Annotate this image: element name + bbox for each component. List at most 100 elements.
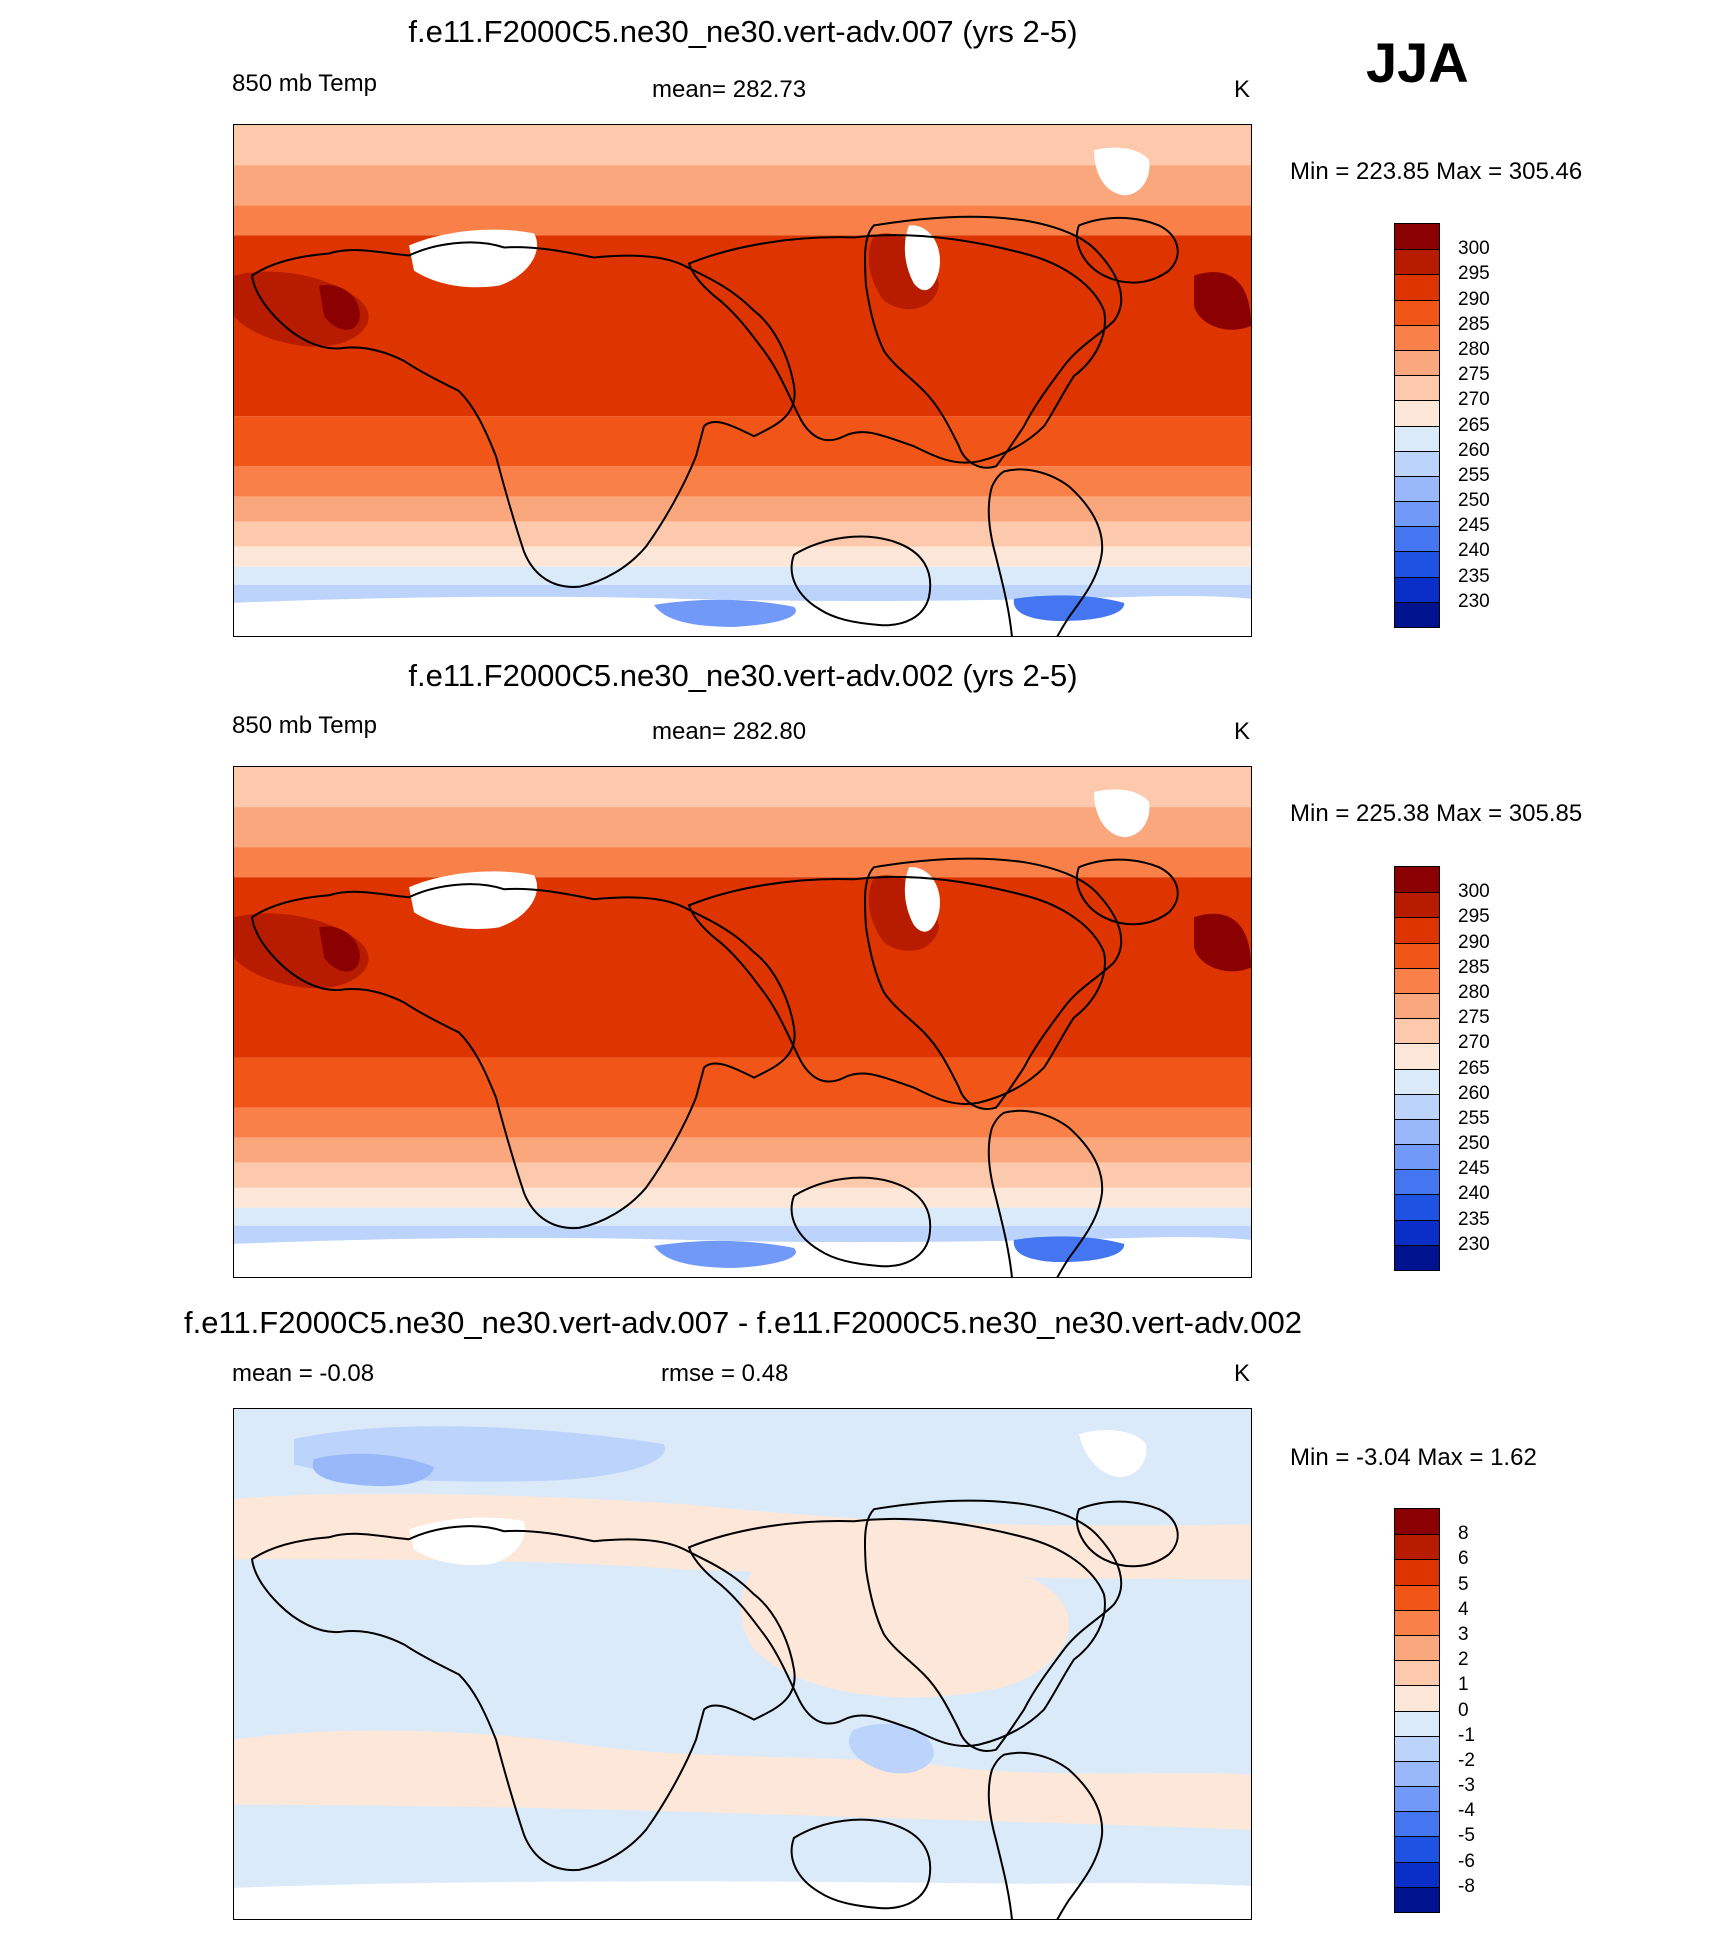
temp-band-south-high xyxy=(234,521,1251,547)
coastline xyxy=(1076,1500,1179,1568)
panel-1-minmax: Min = 223.85 Max = 305.46 xyxy=(1290,158,1583,185)
colorbar-swatch xyxy=(1395,1584,1439,1610)
colorbar-swatch xyxy=(1395,576,1439,602)
panel-1-units: K xyxy=(1234,76,1251,103)
colorbar-tick-label: 285 xyxy=(1458,956,1490,978)
colorbar-swatch xyxy=(1395,1043,1439,1069)
colorbar-swatch xyxy=(1395,1886,1439,1912)
temp-band-midlat xyxy=(234,205,1251,236)
colorbar-tick-label: 295 xyxy=(1458,263,1490,285)
colorbar-swatch xyxy=(1395,425,1439,451)
colorbar-swatch xyxy=(1395,1735,1439,1761)
colorbar-tick-label: 245 xyxy=(1458,1158,1490,1180)
colorbar-tick-label: 2 xyxy=(1458,1649,1469,1671)
panel-2-title: f.e11.F2000C5.ne30_ne30.vert-adv.002 (yr… xyxy=(408,658,1078,693)
colorbar-swatch xyxy=(1395,1093,1439,1119)
colorbar-tick-label: 240 xyxy=(1458,540,1490,562)
panel-1-mean-label: mean= 282.73 xyxy=(652,76,807,103)
panel-1-colorbar: 300 295 290 285 280 275 270 265 260 255 250 245 240 2… xyxy=(1394,223,1534,628)
temp-band-south-65 xyxy=(234,1187,1251,1208)
colorbar-swatch xyxy=(1395,249,1439,275)
colorbar-tick-label: 270 xyxy=(1458,389,1490,411)
coastline xyxy=(250,883,796,1230)
coastline xyxy=(687,234,1106,464)
colorbar-tick-label: 300 xyxy=(1458,238,1490,260)
temp-band-subpolar xyxy=(234,165,1251,206)
colorbar-swatch xyxy=(1395,224,1439,250)
temp-band-polar-north xyxy=(234,125,1251,166)
temp-band-south-mid2 xyxy=(234,1137,1251,1163)
colorbar-tick-label: 285 xyxy=(1458,313,1490,335)
colorbar-swatch xyxy=(1395,1811,1439,1837)
temp-band-south-65 xyxy=(234,546,1251,567)
colorbar-swatch xyxy=(1395,1786,1439,1812)
colorbar-tick-label: 250 xyxy=(1458,490,1490,512)
colorbar-tick-label: -3 xyxy=(1458,1775,1475,1797)
panel-2-mean-label: mean= 282.80 xyxy=(652,718,807,745)
coastline xyxy=(790,535,932,627)
missing-greenland xyxy=(1094,147,1150,196)
colorbar-tick-label: 245 xyxy=(1458,515,1490,537)
colorbar-box xyxy=(1394,223,1440,628)
coastline xyxy=(790,1176,932,1268)
map-svg xyxy=(234,125,1251,636)
coastline xyxy=(250,241,796,588)
temp-band-south-mid xyxy=(234,1107,1251,1138)
colorbar-box xyxy=(1394,1508,1440,1913)
coastline xyxy=(987,1751,1104,1919)
colorbar-tick-label: 230 xyxy=(1458,590,1490,612)
coastline xyxy=(987,468,1104,636)
colorbar-tick-label: 230 xyxy=(1458,1233,1490,1255)
colorbar-swatch xyxy=(1395,992,1439,1019)
missing-tibet xyxy=(409,229,538,288)
missing-antarctica-diff xyxy=(234,1881,1251,1919)
colorbar-swatch xyxy=(1395,501,1439,527)
colorbar-swatch xyxy=(1395,450,1439,476)
hot-patch-east-edge xyxy=(1194,272,1251,330)
panel-1-title: f.e11.F2000C5.ne30_ne30.vert-adv.007 (yr… xyxy=(408,14,1078,49)
cold-patch-antarctic-ice-2 xyxy=(1013,595,1125,622)
colorbar-swatch xyxy=(1395,1068,1439,1094)
panel-3-minmax: Min = -3.04 Max = 1.62 xyxy=(1290,1444,1537,1471)
coastline xyxy=(863,215,1123,469)
colorbar-tick-label: 255 xyxy=(1458,1107,1490,1129)
colorbar-tick-label: 265 xyxy=(1458,414,1490,436)
colorbar-tick-label: 3 xyxy=(1458,1623,1469,1645)
colorbar-swatch xyxy=(1395,942,1439,968)
colorbar-tick-label: 290 xyxy=(1458,931,1490,953)
map-svg xyxy=(234,767,1251,1277)
temp-band-tropics-south xyxy=(234,416,1251,467)
colorbar-swatch xyxy=(1395,324,1439,350)
temp-band-tropics-south xyxy=(234,1057,1251,1108)
coastline xyxy=(863,1499,1123,1752)
colorbar-swatch xyxy=(1395,1169,1439,1195)
panel-2-map xyxy=(233,766,1252,1278)
colorbar-box xyxy=(1394,866,1440,1271)
missing-rockies xyxy=(904,225,940,291)
panel-3-mean-label: mean = -0.08 xyxy=(232,1360,375,1387)
temp-band-south-70 xyxy=(234,566,1251,585)
colorbar-tick-label: 250 xyxy=(1458,1133,1490,1155)
temp-band-south-70 xyxy=(234,1207,1251,1226)
cold-patch-antarctic-ice-2 xyxy=(1013,1236,1125,1263)
colorbar-swatch xyxy=(1395,1018,1439,1044)
colorbar-swatch xyxy=(1395,967,1439,993)
colorbar-swatch xyxy=(1395,867,1439,893)
colorbar-tick-label: 240 xyxy=(1458,1183,1490,1205)
colorbar-swatch xyxy=(1395,1861,1439,1887)
colorbar-tick-label: 0 xyxy=(1458,1699,1469,1721)
colorbar-swatch xyxy=(1395,601,1439,627)
coastline xyxy=(987,1109,1104,1277)
colorbar-tick-label: -2 xyxy=(1458,1749,1475,1771)
colorbar-swatch xyxy=(1395,299,1439,325)
temp-band-subpolar xyxy=(234,807,1251,848)
coastline xyxy=(687,875,1106,1105)
colorbar-swatch xyxy=(1395,526,1439,552)
colorbar-tick-label: 5 xyxy=(1458,1573,1469,1595)
temp-band-polar-north xyxy=(234,767,1251,808)
colorbar-tick-label: -6 xyxy=(1458,1850,1475,1872)
hot-patch-arabia xyxy=(319,284,360,330)
colorbar-swatch xyxy=(1395,1609,1439,1635)
diff-negative-patch xyxy=(849,1723,934,1774)
diff-negative-core xyxy=(312,1453,434,1487)
